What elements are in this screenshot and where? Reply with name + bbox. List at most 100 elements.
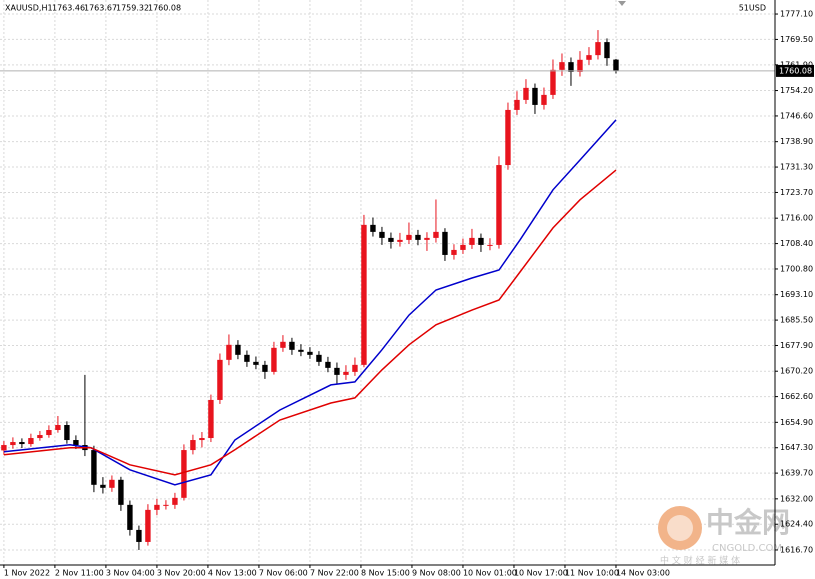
candle-body (559, 62, 565, 70)
y-tick-label: 1647.30 (780, 443, 813, 452)
x-tick-label: 3 Nov 04:00 (106, 569, 155, 578)
candle-body (28, 438, 34, 445)
candle-body (19, 442, 25, 445)
candle-body (352, 364, 358, 372)
y-tick-label: 1738.90 (780, 137, 813, 146)
y-tick-label: 1761.90 (780, 60, 813, 69)
candle-body (172, 497, 178, 505)
moving-average (3, 119, 617, 486)
candle-body (136, 529, 142, 542)
y-tick-label: 1632.00 (780, 494, 813, 503)
last-price-box (776, 64, 814, 77)
candle-body (100, 484, 106, 488)
candle-body (334, 367, 340, 375)
y-tick-label: 1700.80 (780, 264, 813, 273)
grid-layer (0, 0, 775, 565)
candle-body (271, 347, 277, 372)
candle-body (253, 361, 259, 365)
candle-body (586, 55, 592, 60)
candle-body (424, 237, 430, 240)
chart-title: XAUUSD,H1 (5, 4, 53, 13)
candle-body (541, 94, 547, 105)
y-tick-label: 1677.90 (780, 341, 813, 350)
x-tick-label: 7 Nov 22:00 (310, 569, 359, 578)
x-tick-label: 11 Nov 10:00 (565, 569, 619, 578)
y-tick-label: 1616.70 (780, 545, 813, 554)
candle-body (532, 87, 538, 105)
y-tick-label: 1670.20 (780, 367, 813, 376)
candle-body (64, 425, 70, 441)
y-tick-label: 1754.20 (780, 86, 813, 95)
candle-body (37, 435, 43, 439)
candle-body (433, 231, 439, 238)
candle-body (361, 224, 367, 365)
candle-body (91, 450, 97, 485)
candle-body (460, 244, 466, 250)
x-tick-label: 3 Nov 20:00 (157, 569, 206, 578)
y-tick-label: 1777.10 (780, 10, 813, 19)
candle-body (379, 231, 385, 238)
candle-body (550, 69, 556, 95)
x-tick-label: 4 Nov 13:00 (208, 569, 257, 578)
candle-body (397, 239, 403, 242)
candle-body (316, 354, 322, 362)
candle-body (109, 479, 115, 488)
candle-body (406, 234, 412, 240)
candle-body (415, 234, 421, 240)
candle-body (307, 351, 313, 355)
x-tick-label: 2 Nov 11:00 (55, 569, 104, 578)
moving-average (3, 169, 617, 476)
ohlc-low: 1759.32 (116, 4, 149, 13)
candle-body (487, 244, 493, 246)
candle-body (226, 344, 232, 360)
candle-body (298, 349, 304, 352)
candle-body (46, 430, 52, 436)
candle-body (280, 341, 286, 348)
candle-body (244, 354, 250, 362)
candle-body (469, 237, 475, 245)
candle-body (388, 237, 394, 242)
candle-body (451, 249, 457, 255)
y-tick-label: 1716.00 (780, 214, 813, 223)
candle-body (568, 62, 574, 72)
y-tick-label: 1685.50 (780, 316, 813, 325)
candle-body (604, 42, 610, 59)
candle-body (514, 99, 520, 110)
candle-body (289, 341, 295, 350)
last-price-label: 1760.08 (779, 66, 812, 75)
plot-layer (0, 30, 775, 550)
candle-body (190, 440, 196, 451)
candle-body (478, 237, 484, 245)
candle-body (496, 165, 502, 245)
ohlc-open: 1763.46 (52, 4, 85, 13)
candle-body (217, 359, 223, 400)
y-tick-label: 1723.70 (780, 188, 813, 197)
candle-body (10, 442, 16, 446)
candle-body (235, 344, 241, 355)
y-tick-label: 1693.10 (780, 290, 813, 299)
y-tick-label: 1746.60 (780, 111, 813, 120)
candle-body (442, 231, 448, 255)
corner-label: 51USD (739, 4, 766, 13)
y-tick-label: 1731.30 (780, 163, 813, 172)
candle-body (1, 445, 7, 451)
candle-body (145, 509, 151, 542)
watermark-tagline: 中 文 财 经 新 媒 体 (660, 555, 740, 567)
candle-body (505, 109, 511, 166)
candle-body (613, 59, 619, 71)
ohlc-high: 1763.67 (84, 4, 117, 13)
shift-marker (618, 1, 626, 6)
candle-body (181, 450, 187, 498)
y-tick-label: 1769.50 (780, 35, 813, 44)
watermark: 中金网 CNGOLD.COM 中 文 财 经 新 媒 体 (658, 506, 790, 567)
watermark-site: CNGOLD.COM (712, 543, 782, 554)
candle-body (55, 425, 61, 431)
x-tick-label: 10 Nov 17:00 (514, 569, 568, 578)
y-tick-label: 1708.40 (780, 239, 813, 248)
candle-body (577, 59, 583, 72)
ohlc-close: 1760.08 (148, 4, 181, 13)
x-tick-label: 1 Nov 2022 (4, 569, 50, 578)
candle-body (595, 42, 601, 56)
y-tick-label: 1662.60 (780, 392, 813, 401)
